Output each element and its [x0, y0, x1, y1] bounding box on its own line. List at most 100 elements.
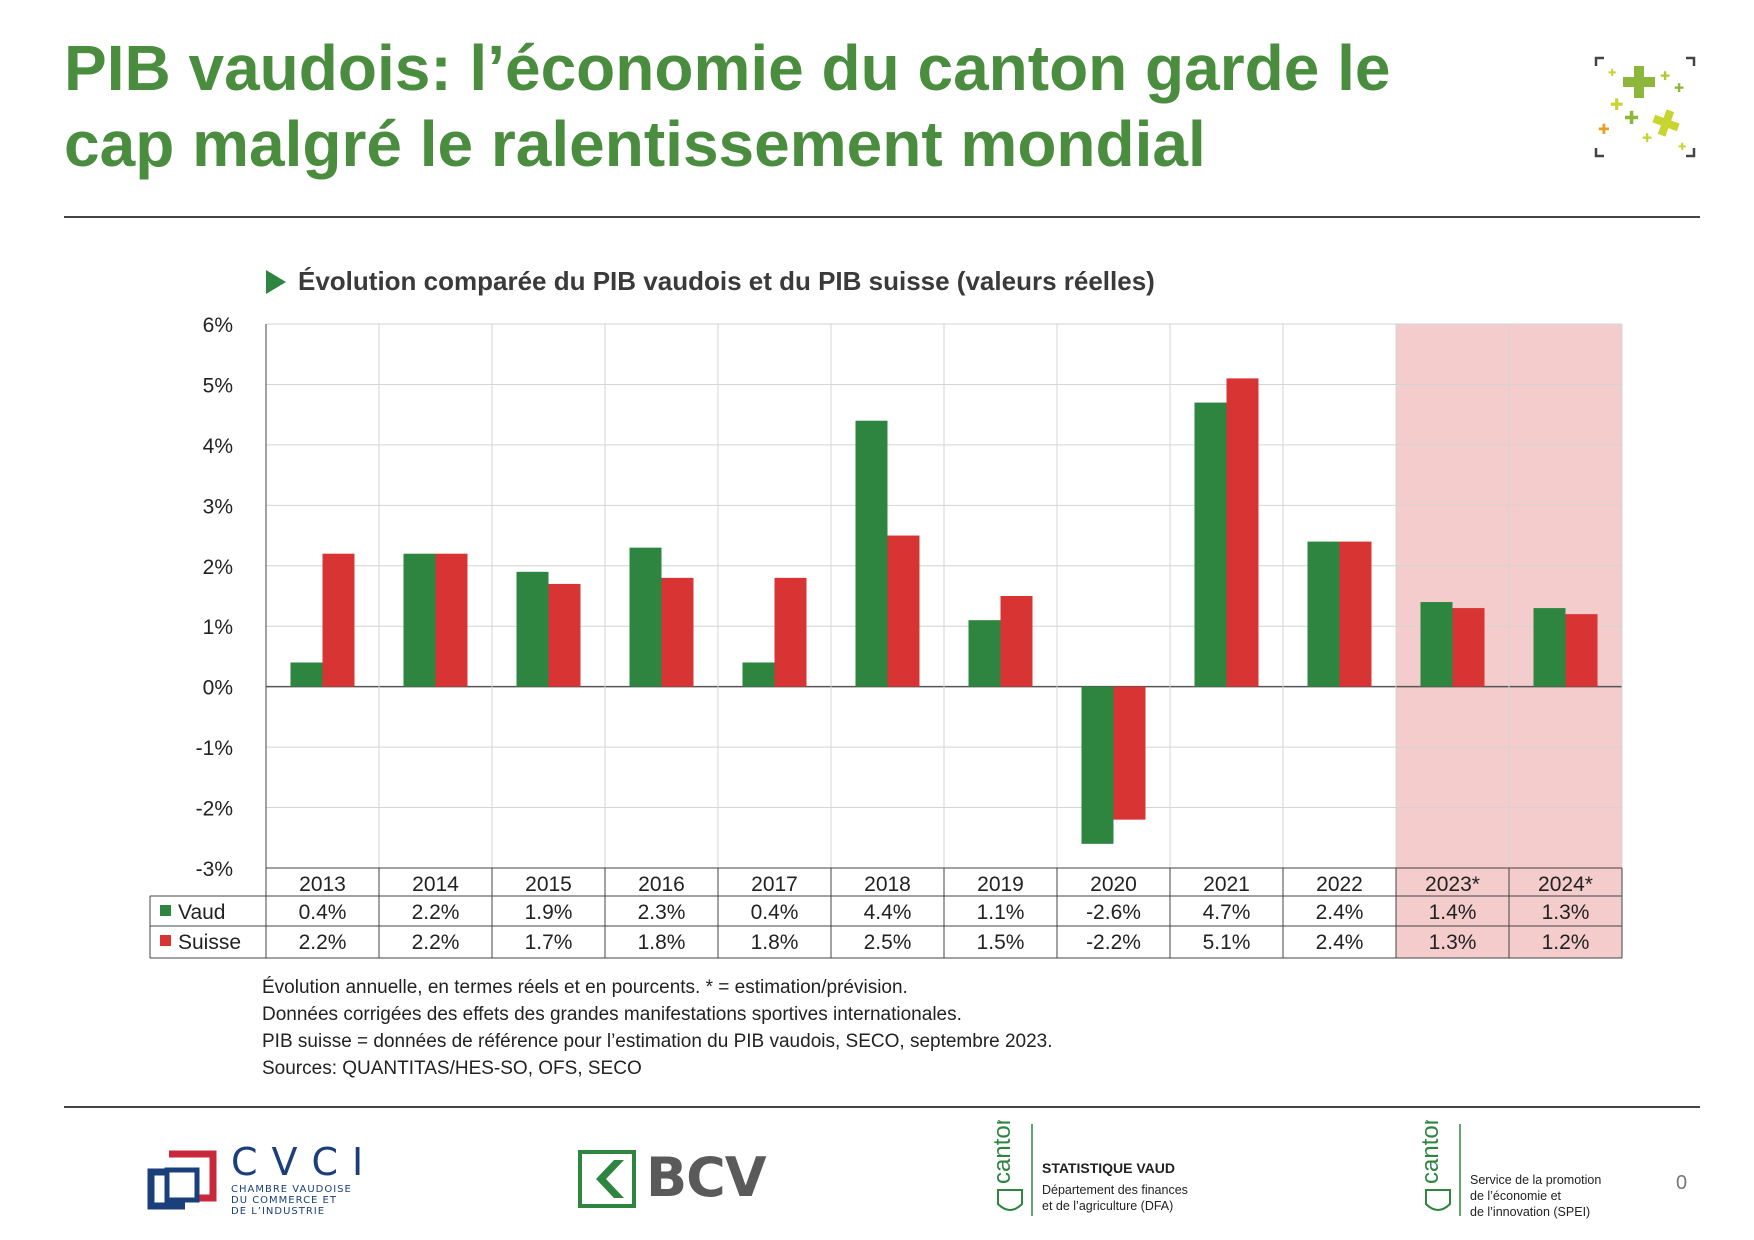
x-tick-label: 2022 [1316, 873, 1363, 896]
cvci-logo: CVCI CHAMBRE VAUDOISE DU COMMERCE ET DE … [145, 1140, 365, 1218]
legend-label-suisse: Suisse [178, 931, 241, 954]
y-tick-label: 0% [203, 677, 233, 700]
y-tick-label: -1% [196, 737, 233, 760]
bar-vaud [629, 547, 662, 687]
svg-text:✚: ✚ [1624, 108, 1639, 129]
bar-vaud [516, 571, 549, 687]
note-line: Évolution annuelle, en termes réels et e… [262, 977, 908, 998]
crosses-logo: ✚ ✚ ✚ ✚ ✚ ✚ ✚ ✚ [1594, 56, 1696, 158]
top-divider [64, 216, 1700, 218]
bar-suisse [1339, 541, 1372, 687]
data-label-vaud: 1.1% [977, 901, 1025, 924]
gdp-bar-chart: 6% 5% 4% 3% 2% 1% 0% -1% -2% -3% 2013 2014 2015 2016 2… [149, 314, 1623, 959]
bar-vaud [290, 662, 323, 687]
bar-suisse [1565, 614, 1598, 687]
vaud-emblem-text: canton de vaud [989, 1120, 1016, 1184]
data-label-vaud: 2.3% [638, 901, 686, 924]
x-tick-label: 2013 [299, 873, 346, 896]
data-label-vaud: 2.2% [412, 901, 460, 924]
data-label-vaud: 1.9% [525, 901, 573, 924]
bar-suisse [435, 553, 468, 687]
data-label-vaud: 0.4% [299, 901, 347, 924]
bcv-wordmark: BCV [646, 1146, 767, 1209]
svg-text:✚: ✚ [1678, 142, 1686, 153]
data-label-suisse: 1.7% [525, 931, 573, 954]
y-tick-label: -2% [196, 798, 233, 821]
bar-vaud [742, 662, 775, 687]
svg-text:✚: ✚ [1610, 95, 1623, 114]
x-tick-label: 2021 [1203, 873, 1250, 896]
data-label-vaud: 2.4% [1316, 901, 1364, 924]
bar-suisse [322, 553, 355, 687]
chart-notes: Évolution annuelle, en termes réels et e… [262, 974, 1053, 1082]
svg-text:✚: ✚ [1674, 81, 1684, 95]
y-tick-label: 6% [203, 314, 233, 337]
bar-vaud [855, 420, 888, 687]
x-tick-label: 2020 [1090, 873, 1137, 896]
bar-suisse [1000, 596, 1033, 687]
y-tick-label: 3% [203, 495, 233, 518]
svg-text:✚: ✚ [1660, 69, 1670, 83]
chart-heading: Évolution comparée du PIB vaudois et du … [266, 266, 1155, 297]
x-tick-label: 2019 [977, 873, 1024, 896]
statistique-vaud-logo: canton de vaud STATISTIQUE VAUD Départem… [988, 1020, 1228, 1220]
y-tick-label: 2% [203, 556, 233, 579]
cvci-subtitle: CHAMBRE VAUDOISE DU COMMERCE ET DE L’IND… [231, 1184, 352, 1217]
page-title: PIB vaudois: l’économie du canton garde … [64, 32, 1391, 180]
y-tick-label: -3% [196, 858, 233, 881]
x-tick-label: 2015 [525, 873, 572, 896]
data-label-suisse: -2.2% [1086, 931, 1141, 954]
bcv-mark-icon [578, 1150, 636, 1208]
bar-vaud [1081, 686, 1114, 844]
data-label-vaud: 1.3% [1542, 901, 1590, 924]
bar-vaud [403, 553, 436, 687]
x-tick-label: 2017 [751, 873, 798, 896]
data-label-vaud: 1.4% [1429, 901, 1477, 924]
spei-text: Service de la promotion de l’économie et… [1470, 1173, 1602, 1219]
x-tick-label: 2014 [412, 873, 459, 896]
bar-suisse [1113, 686, 1146, 820]
bar-suisse [548, 583, 581, 687]
chart-title: Évolution comparée du PIB vaudois et du … [298, 266, 1155, 296]
data-label-suisse: 2.2% [412, 931, 460, 954]
vaud-emblem-icon: canton de vaud [1417, 1020, 1461, 1216]
x-tick-label: 2023* [1425, 873, 1480, 896]
cvci-mark-icon [147, 1150, 217, 1210]
legend-swatch-suisse [160, 935, 171, 946]
data-label-suisse: 1.8% [638, 931, 686, 954]
bar-vaud [1194, 402, 1227, 687]
bcv-logo: BCV [578, 1146, 767, 1210]
data-label-suisse: 1.5% [977, 931, 1025, 954]
dfa-text: Département des finances et de l’agricul… [1042, 1183, 1188, 1213]
vaud-emblem-icon: canton de vaud [989, 1020, 1033, 1216]
data-label-suisse: 1.8% [751, 931, 799, 954]
bar-suisse [1452, 608, 1485, 687]
y-tick-label: 4% [203, 435, 233, 458]
x-tick-label: 2024* [1538, 873, 1593, 896]
bar-suisse [1226, 378, 1259, 687]
data-label-vaud: -2.6% [1086, 901, 1141, 924]
data-label-suisse: 2.2% [299, 931, 347, 954]
page-number: 0 [1676, 1172, 1688, 1194]
bar-vaud [1420, 602, 1453, 687]
bar-vaud [968, 620, 1001, 687]
data-label-suisse: 2.5% [864, 931, 912, 954]
bar-suisse [661, 577, 694, 687]
data-label-vaud: 4.4% [864, 901, 912, 924]
data-label-suisse: 1.3% [1429, 931, 1477, 954]
bar-vaud [1307, 541, 1340, 687]
legend-label-vaud: Vaud [178, 901, 226, 924]
note-line: Sources: QUANTITAS/HES-SO, OFS, SECO [262, 1058, 642, 1079]
data-label-suisse: 1.2% [1542, 931, 1590, 954]
bar-suisse [887, 535, 920, 687]
cvci-wordmark: CVCI [231, 1140, 378, 1184]
y-tick-label: 5% [203, 374, 233, 397]
x-tick-label: 2018 [864, 873, 911, 896]
svg-text:✚: ✚ [1608, 68, 1616, 79]
y-tick-label: 1% [203, 616, 233, 639]
statistique-vaud-title: STATISTIQUE VAUD [1042, 1160, 1175, 1176]
data-label-suisse: 5.1% [1203, 931, 1251, 954]
data-label-vaud: 4.7% [1203, 901, 1251, 924]
triangle-bullet-icon [266, 269, 286, 294]
bar-vaud [1533, 608, 1566, 687]
